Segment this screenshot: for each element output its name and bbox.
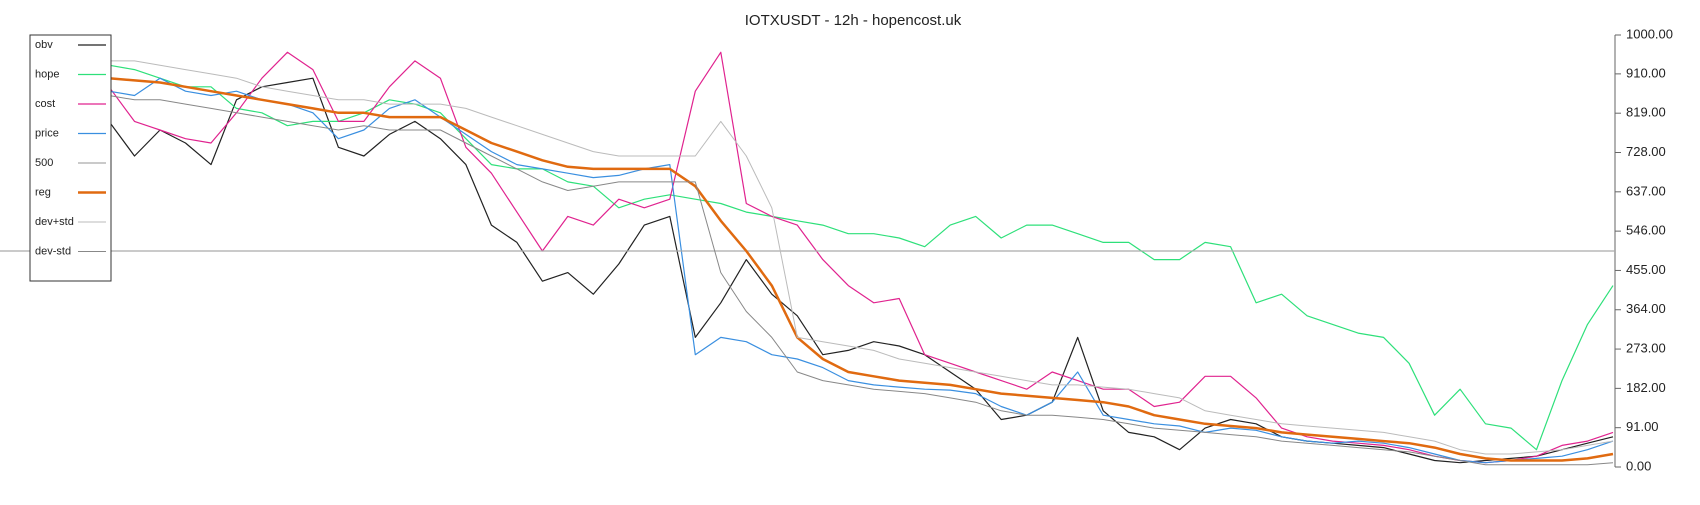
series-line [108, 95, 1614, 466]
legend-label: price [35, 127, 59, 139]
y-tick-label: 728.00 [1626, 144, 1666, 159]
y-tick-label: 91.00 [1626, 419, 1659, 434]
legend-label: cost [35, 98, 55, 110]
legend-label: dev+std [35, 216, 74, 228]
series-line [108, 77, 1614, 464]
y-tick-label: 1000.00 [1626, 26, 1673, 41]
y-tick-label: 546.00 [1626, 223, 1666, 238]
series-line [108, 51, 1614, 464]
chart-title: IOTXUSDT - 12h - hopencost.uk [745, 12, 962, 29]
y-tick-label: 637.00 [1626, 183, 1666, 198]
y-tick-label: 273.00 [1626, 341, 1666, 356]
series-line [108, 77, 1614, 464]
legend: obv hope cost price 500 reg dev+std dev-std [29, 34, 112, 282]
legend-label: 500 [35, 157, 53, 169]
legend-label: reg [35, 186, 51, 198]
y-tick-label: 910.00 [1626, 65, 1666, 80]
series-line [108, 76, 1614, 462]
series-line [109, 60, 1614, 455]
y-tick-label: 364.00 [1626, 301, 1666, 316]
legend-label: hope [35, 68, 59, 80]
legend-label: obv [35, 39, 53, 51]
y-tick-label: 182.00 [1626, 380, 1666, 395]
series-line [108, 64, 1614, 451]
legend-label: dev-std [35, 245, 71, 257]
y-tick-label: 0.00 [1626, 458, 1651, 473]
legend-box [29, 34, 112, 282]
y-tick-label: 819.00 [1626, 105, 1666, 120]
y-tick-label: 455.00 [1626, 262, 1666, 277]
